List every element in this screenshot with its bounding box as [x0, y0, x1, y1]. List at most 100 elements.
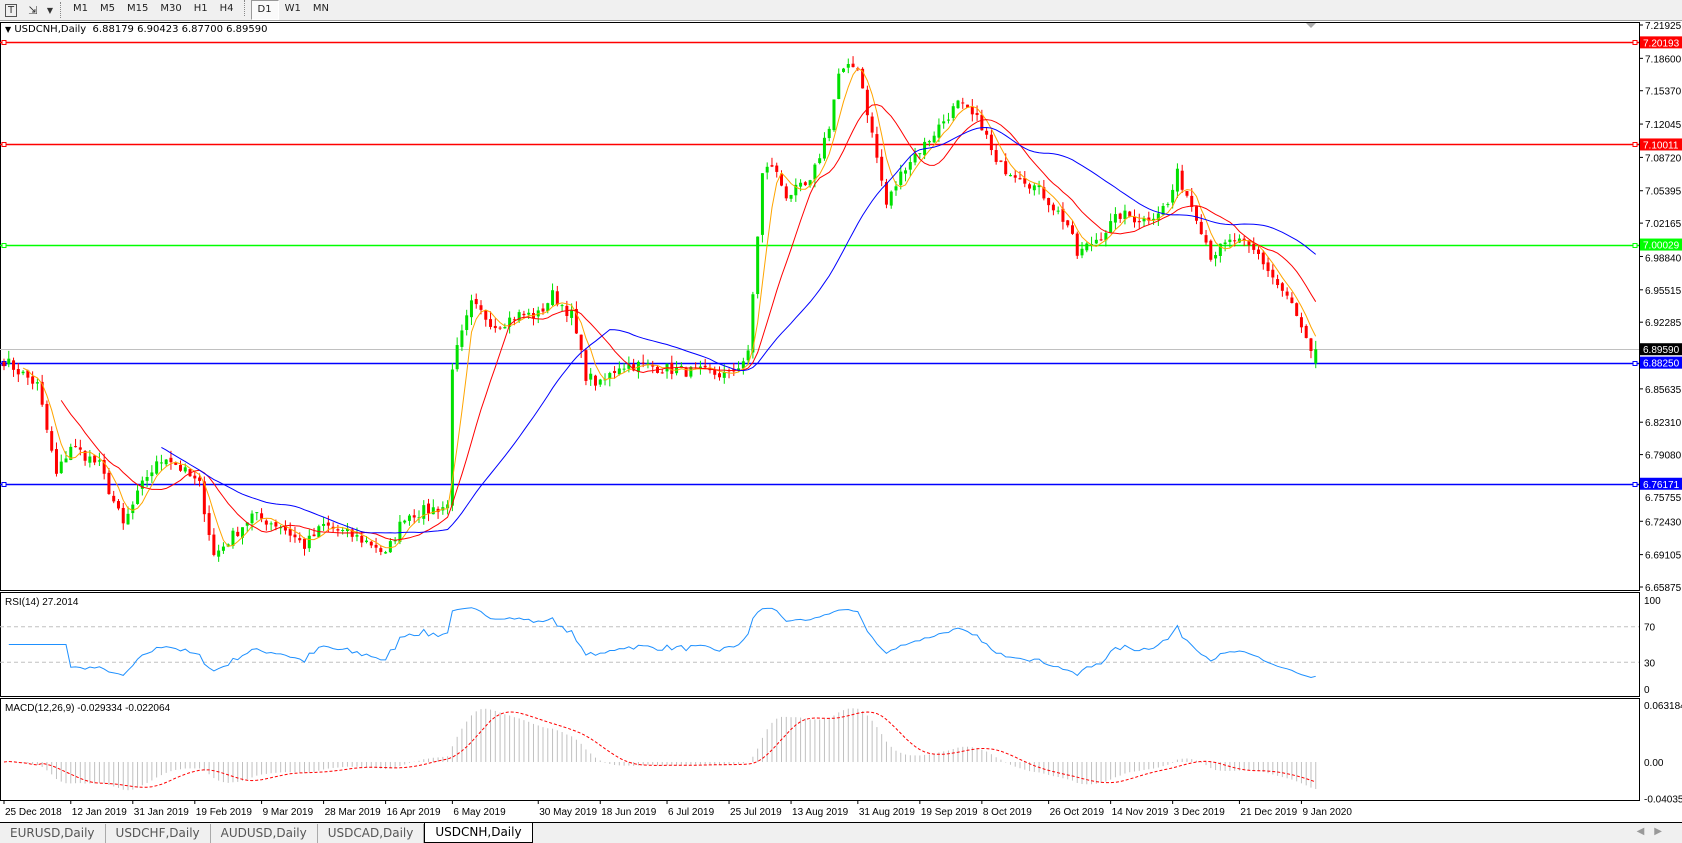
candle-bear[interactable] [498, 327, 502, 329]
candle-bear[interactable] [303, 538, 307, 549]
candle-bear[interactable] [326, 522, 330, 526]
candle-bear[interactable] [660, 372, 664, 374]
candle-bull[interactable] [746, 350, 750, 361]
candle-bear[interactable] [369, 541, 373, 546]
line-anchor-handle[interactable] [1, 482, 7, 487]
candle-bull[interactable] [741, 361, 745, 369]
candle-bear[interactable] [178, 464, 182, 471]
candle-bull[interactable] [1175, 168, 1179, 192]
candle-bear[interactable] [1299, 317, 1303, 328]
candle-bull[interactable] [355, 535, 359, 537]
candle-bull[interactable] [546, 303, 550, 312]
candle-bear[interactable] [312, 534, 316, 537]
candle-bull[interactable] [813, 164, 817, 180]
candle-bear[interactable] [1047, 197, 1051, 206]
candle-bear[interactable] [489, 319, 493, 327]
candle-bull[interactable] [417, 517, 421, 519]
candle-bull[interactable] [751, 294, 755, 353]
candle-bull[interactable] [1037, 185, 1041, 188]
candle-bull[interactable] [822, 137, 826, 159]
candle-bull[interactable] [1085, 243, 1089, 251]
candle-bull[interactable] [946, 119, 950, 121]
candle-bear[interactable] [1051, 204, 1055, 211]
candle-bull[interactable] [1214, 255, 1218, 259]
candle-bear[interactable] [102, 459, 106, 474]
candle-bull[interactable] [679, 365, 683, 368]
candle-bull[interactable] [1032, 185, 1036, 191]
candle-bear[interactable] [1204, 235, 1208, 243]
candle-bull[interactable] [832, 99, 836, 131]
candle-bull[interactable] [250, 513, 254, 524]
candle-bear[interactable] [1190, 195, 1194, 207]
candle-bear[interactable] [121, 507, 125, 524]
candle-bull[interactable] [1166, 204, 1170, 206]
candle-bear[interactable] [880, 156, 884, 181]
candle-bull[interactable] [622, 368, 626, 370]
candle-bear[interactable] [1004, 161, 1008, 175]
candle-bear[interactable] [336, 529, 340, 531]
timeframe-h4[interactable]: H4 [219, 3, 234, 14]
candle-bull[interactable] [126, 513, 130, 525]
candle-bear[interactable] [169, 457, 173, 463]
candle-bear[interactable] [780, 173, 784, 186]
timeframe-d1[interactable]: D1 [250, 0, 279, 20]
timeframe-m30[interactable]: M30 [160, 3, 182, 14]
candle-bull[interactable] [1109, 221, 1113, 233]
candle-bull[interactable] [398, 521, 402, 542]
candle-bull[interactable] [689, 366, 693, 377]
candle-bear[interactable] [861, 68, 865, 89]
candle-bear[interactable] [2, 362, 6, 367]
candle-bull[interactable] [1008, 175, 1012, 177]
candle-bear[interactable] [293, 534, 297, 538]
scroll-right-icon[interactable]: ▶ [1654, 826, 1672, 837]
candle-bull[interactable] [737, 368, 741, 371]
candle-bear[interactable] [1066, 220, 1070, 226]
candle-bull[interactable] [765, 166, 769, 173]
candle-bear[interactable] [298, 538, 302, 541]
candle-bear[interactable] [989, 134, 993, 151]
text-tool-icon[interactable]: T [0, 1, 22, 19]
candle-bear[interactable] [718, 373, 721, 378]
candle-bear[interactable] [78, 447, 82, 450]
candle-bear[interactable] [212, 534, 216, 555]
candle-bull[interactable] [827, 128, 831, 139]
candle-bear[interactable] [31, 376, 35, 384]
candle-bull[interactable] [21, 371, 25, 374]
tab-audusd-daily[interactable]: AUDUSD,Daily [211, 824, 318, 843]
candle-bull[interactable] [894, 186, 898, 191]
candle-bull[interactable] [904, 170, 908, 174]
candle-bear[interactable] [975, 113, 979, 115]
candle-bear[interactable] [1276, 279, 1280, 286]
candle-bear[interactable] [1180, 170, 1184, 190]
candle-bull[interactable] [842, 68, 846, 72]
candle-bear[interactable] [1304, 325, 1308, 338]
candle-bear[interactable] [1147, 217, 1151, 221]
candle-bear[interactable] [54, 449, 58, 474]
candle-bear[interactable] [1023, 178, 1027, 184]
candle-bear[interactable] [202, 481, 206, 515]
candle-bull[interactable] [365, 540, 369, 543]
line-anchor-handle[interactable] [1632, 361, 1638, 366]
candle-bull[interactable] [899, 171, 903, 186]
candle-bear[interactable] [512, 319, 516, 321]
candle-bear[interactable] [1242, 238, 1246, 241]
candle-bull[interactable] [837, 73, 841, 99]
candle-bear[interactable] [1199, 221, 1203, 235]
candle-bear[interactable] [236, 531, 240, 536]
tab-eurusd-daily[interactable]: EURUSD,Daily [0, 824, 106, 843]
line-anchor-handle[interactable] [1632, 243, 1638, 248]
candle-bear[interactable] [436, 508, 440, 513]
scroll-left-icon[interactable]: ◀ [1636, 826, 1655, 837]
candle-bull[interactable] [59, 461, 63, 474]
candle-bear[interactable] [1118, 213, 1122, 219]
candle-bull[interactable] [1228, 239, 1232, 242]
candle-bear[interactable] [803, 182, 807, 186]
candle-bull[interactable] [627, 364, 631, 369]
candle-bull[interactable] [403, 520, 407, 523]
candle-bull[interactable] [794, 184, 798, 196]
candle-bull[interactable] [551, 290, 555, 306]
candle-bull[interactable] [722, 371, 726, 378]
candle-bear[interactable] [966, 104, 970, 108]
candle-bear[interactable] [83, 450, 87, 461]
